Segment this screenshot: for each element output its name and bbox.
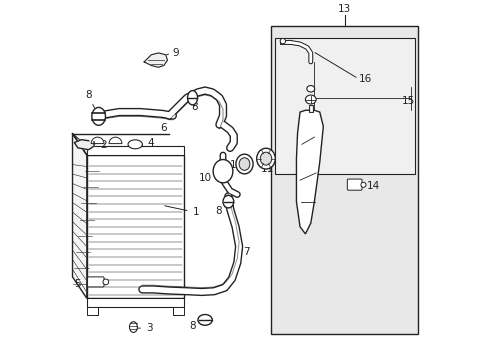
Ellipse shape xyxy=(305,95,316,104)
Ellipse shape xyxy=(260,152,271,165)
Text: 5: 5 xyxy=(74,279,80,289)
Text: 12: 12 xyxy=(229,161,242,170)
Bar xyxy=(87,298,183,307)
Text: 8: 8 xyxy=(189,321,196,331)
Ellipse shape xyxy=(306,86,314,92)
Ellipse shape xyxy=(128,140,142,149)
Polygon shape xyxy=(144,53,167,67)
Bar xyxy=(87,146,183,155)
Ellipse shape xyxy=(239,158,249,170)
Ellipse shape xyxy=(198,315,212,325)
Ellipse shape xyxy=(223,195,233,208)
Text: 15: 15 xyxy=(401,96,414,106)
Text: 1: 1 xyxy=(164,206,199,217)
Text: 8: 8 xyxy=(215,206,222,216)
Ellipse shape xyxy=(256,148,275,169)
FancyBboxPatch shape xyxy=(346,179,361,190)
Bar xyxy=(87,155,183,298)
Text: 16: 16 xyxy=(358,74,372,84)
Text: 8: 8 xyxy=(85,90,92,99)
Ellipse shape xyxy=(92,107,105,125)
Text: 6: 6 xyxy=(160,113,167,133)
Ellipse shape xyxy=(187,91,197,105)
Text: 10: 10 xyxy=(199,174,212,183)
Wedge shape xyxy=(109,137,122,144)
Ellipse shape xyxy=(213,159,232,183)
Ellipse shape xyxy=(360,182,365,187)
Ellipse shape xyxy=(129,322,137,332)
Bar xyxy=(87,307,98,315)
Ellipse shape xyxy=(280,39,285,44)
Bar xyxy=(271,26,417,334)
Text: 11: 11 xyxy=(260,164,273,174)
Text: 3: 3 xyxy=(138,323,152,333)
Text: 7: 7 xyxy=(236,247,249,257)
Polygon shape xyxy=(72,134,87,298)
Text: 13: 13 xyxy=(338,4,351,14)
Ellipse shape xyxy=(235,154,253,174)
Text: 14: 14 xyxy=(366,181,380,191)
Polygon shape xyxy=(74,140,94,150)
Polygon shape xyxy=(296,110,323,234)
FancyBboxPatch shape xyxy=(87,277,104,287)
Ellipse shape xyxy=(103,279,108,285)
Bar xyxy=(274,39,414,174)
Bar xyxy=(172,307,183,315)
Text: 4: 4 xyxy=(141,138,154,148)
Wedge shape xyxy=(91,137,104,144)
Text: 9: 9 xyxy=(172,48,179,58)
Text: 8: 8 xyxy=(191,102,197,112)
Text: 2: 2 xyxy=(93,140,107,150)
